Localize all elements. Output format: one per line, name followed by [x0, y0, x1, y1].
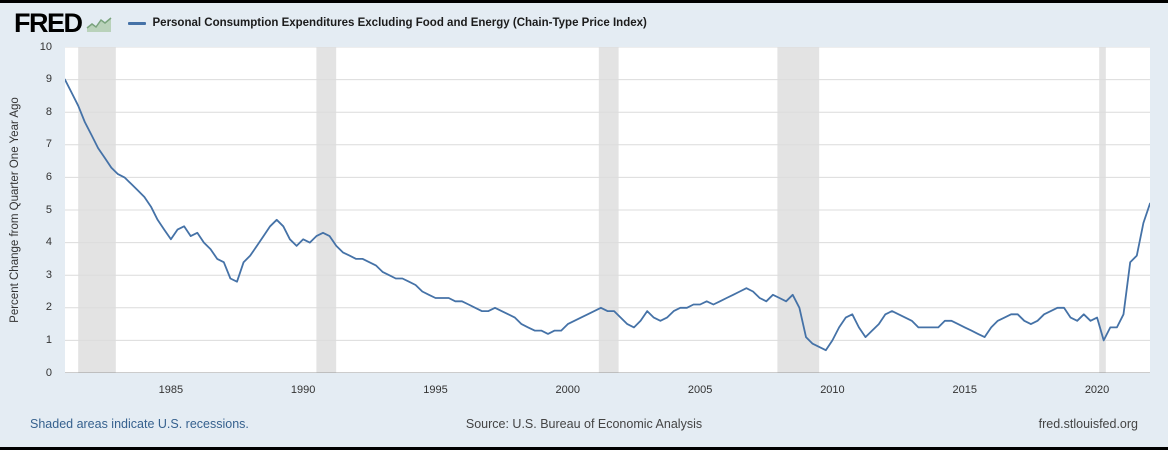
sparkline-icon — [86, 17, 111, 32]
y-tick-label: 3 — [45, 268, 52, 281]
x-tick-label: 2000 — [555, 384, 581, 396]
x-axis-labels: 1985 1990 1995 2000 2005 2010 2015 2020 — [65, 379, 1150, 397]
legend-line-swatch — [127, 21, 146, 25]
y-tick-label: 0 — [45, 366, 52, 379]
y-tick-label: 6 — [45, 170, 52, 183]
x-tick-label: 2020 — [1084, 384, 1110, 396]
x-tick-label: 2010 — [820, 384, 845, 396]
legend: Personal Consumption Expenditures Exclud… — [127, 17, 647, 29]
plot-svg — [65, 47, 1150, 373]
footer: Shaded areas indicate U.S. recessions. S… — [0, 417, 1168, 441]
source-text: Source: U.S. Bureau of Economic Analysis — [465, 417, 703, 431]
top-border — [0, 0, 1168, 3]
plot-area — [65, 47, 1150, 373]
y-tick-label: 10 — [39, 40, 52, 53]
x-tick-label: 2015 — [952, 384, 977, 396]
y-tick-label: 9 — [45, 73, 52, 86]
x-tick-label: 2005 — [687, 384, 713, 396]
bottom-border — [0, 447, 1168, 450]
y-axis-labels: 0 1 2 3 4 5 6 7 8 9 10 — [0, 41, 60, 378]
header: FRED Personal Consumption Expenditures E… — [0, 3, 1168, 43]
x-tick-label: 1995 — [423, 384, 448, 396]
fred-logo[interactable]: FRED — [14, 7, 83, 38]
y-tick-label: 7 — [45, 138, 52, 151]
series-title: Personal Consumption Expenditures Exclud… — [152, 17, 647, 29]
y-tick-label: 2 — [45, 301, 52, 314]
y-tick-label: 4 — [45, 236, 52, 249]
x-tick-label: 1990 — [290, 384, 316, 396]
data-line — [65, 78, 1150, 352]
y-tick-label: 1 — [45, 333, 52, 346]
y-tick-label: 5 — [45, 203, 52, 216]
recessions-note-link[interactable]: Shaded areas indicate U.S. recessions. — [30, 417, 249, 431]
site-text: fred.stlouisfed.org — [1038, 417, 1138, 431]
y-tick-label: 8 — [45, 105, 52, 118]
x-tick-label: 1985 — [158, 384, 184, 396]
